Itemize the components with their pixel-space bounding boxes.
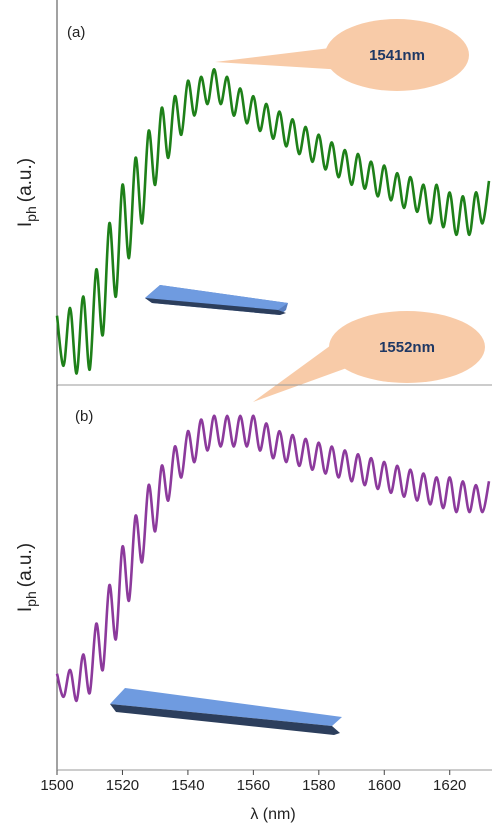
x-tick-label: 1520: [106, 777, 139, 794]
x-tick-label: 1580: [302, 777, 335, 794]
callout-b: 1552nm: [253, 311, 485, 402]
x-tick-label: 1600: [368, 777, 401, 794]
figure: 1541nm 1552nm (a) (b) Iph(a.u.)Iph(a.u.)…: [0, 0, 492, 835]
panel-label: (a): [67, 24, 85, 41]
y-axis-label: Iph(a.u.): [15, 543, 39, 612]
y-label-subscript: ph: [23, 591, 39, 607]
callout-a: 1541nm: [215, 19, 469, 91]
x-tick-label: 1620: [433, 777, 466, 794]
callout-text: 1552nm: [379, 339, 435, 356]
x-tick-label: 1560: [237, 777, 270, 794]
x-tick-label: 1540: [171, 777, 204, 794]
y-axis-label: Iph(a.u.): [15, 158, 39, 227]
y-label-subscript: ph: [23, 206, 39, 222]
y-label-unit: (a.u.): [15, 158, 36, 202]
x-axis-label: λ (nm): [250, 806, 295, 823]
y-label-unit: (a.u.): [15, 543, 36, 587]
waveguide-b: [110, 688, 342, 735]
x-tick-label: 1500: [40, 777, 73, 794]
data-line: [57, 416, 489, 701]
panel-label: (b): [75, 408, 93, 425]
waveguide-a: [145, 285, 288, 315]
callout-text: 1541nm: [369, 47, 425, 64]
